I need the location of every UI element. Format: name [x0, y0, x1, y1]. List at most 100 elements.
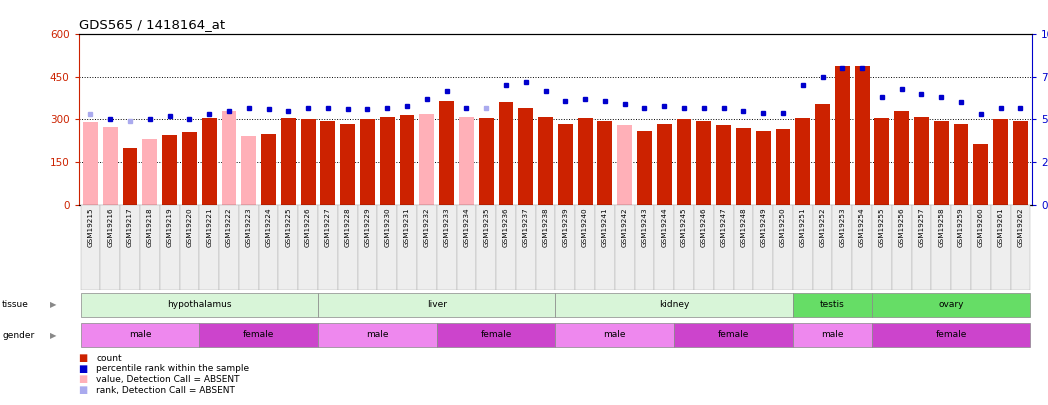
Bar [162, 135, 177, 205]
Text: GSM19219: GSM19219 [167, 207, 173, 247]
Bar [555, 205, 575, 290]
Text: GSM19217: GSM19217 [127, 207, 133, 247]
Text: ■: ■ [79, 375, 88, 384]
Text: rank, Detection Call = ABSENT: rank, Detection Call = ABSENT [96, 386, 236, 394]
Bar [301, 119, 315, 205]
Text: GSM19256: GSM19256 [899, 207, 904, 247]
Text: GSM19248: GSM19248 [740, 207, 746, 247]
Text: GSM19257: GSM19257 [918, 207, 924, 247]
Bar [754, 205, 773, 290]
Bar [1010, 205, 1030, 290]
Bar [143, 139, 157, 205]
Text: ▶: ▶ [50, 330, 57, 340]
Text: GSM19262: GSM19262 [1018, 207, 1024, 247]
Bar [793, 293, 872, 317]
Bar [538, 117, 553, 205]
Text: GSM19249: GSM19249 [760, 207, 766, 247]
Text: ▶: ▶ [50, 300, 57, 309]
Bar [990, 205, 1010, 290]
Bar [361, 119, 375, 205]
Text: GSM19228: GSM19228 [345, 207, 351, 247]
Bar [795, 118, 810, 205]
Bar [259, 205, 279, 290]
Bar [299, 205, 318, 290]
Bar [337, 205, 357, 290]
Text: count: count [96, 354, 122, 363]
Bar [496, 205, 516, 290]
Text: male: male [604, 330, 626, 339]
Bar [657, 124, 672, 205]
Bar [221, 111, 237, 205]
Text: gender: gender [2, 330, 35, 340]
Bar [654, 205, 674, 290]
Bar [202, 118, 217, 205]
Bar [855, 66, 870, 205]
Bar [892, 205, 912, 290]
Text: GSM19247: GSM19247 [721, 207, 726, 247]
Bar [536, 205, 555, 290]
Bar [872, 323, 1030, 347]
Bar [970, 205, 990, 290]
Bar [457, 205, 476, 290]
Text: tissue: tissue [2, 300, 29, 309]
Text: GSM19238: GSM19238 [543, 207, 548, 247]
Bar [852, 205, 872, 290]
Bar [577, 118, 592, 205]
Bar [499, 102, 514, 205]
Bar [123, 148, 137, 205]
Bar [397, 205, 417, 290]
Bar [912, 205, 932, 290]
Bar [199, 323, 318, 347]
Text: GSM19244: GSM19244 [661, 207, 668, 247]
Bar [321, 121, 335, 205]
Bar [934, 121, 948, 205]
Bar [81, 205, 101, 290]
Bar [954, 124, 968, 205]
Bar [103, 126, 117, 205]
Bar [439, 101, 454, 205]
Text: GSM19246: GSM19246 [701, 207, 706, 247]
Bar [318, 323, 437, 347]
Bar [558, 124, 573, 205]
Text: GSM19231: GSM19231 [405, 207, 410, 247]
Text: GSM19261: GSM19261 [998, 207, 1004, 247]
Bar [479, 118, 494, 205]
Bar [952, 205, 970, 290]
Bar [476, 205, 496, 290]
Bar [83, 122, 97, 205]
Bar [872, 205, 892, 290]
Bar [318, 205, 337, 290]
Text: GSM19222: GSM19222 [226, 207, 232, 247]
Bar [575, 205, 595, 290]
Bar [219, 205, 239, 290]
Text: GSM19223: GSM19223 [246, 207, 252, 247]
Text: GSM19259: GSM19259 [958, 207, 964, 247]
Bar [776, 130, 790, 205]
Text: GSM19253: GSM19253 [839, 207, 846, 247]
Bar [318, 293, 555, 317]
Bar [417, 205, 437, 290]
Bar [835, 66, 850, 205]
Text: GSM19240: GSM19240 [582, 207, 588, 247]
Bar [615, 205, 635, 290]
Bar [261, 134, 276, 205]
Text: GSM19220: GSM19220 [187, 207, 193, 247]
Bar [812, 205, 832, 290]
Bar [379, 117, 395, 205]
Bar [399, 115, 414, 205]
Bar [81, 323, 199, 347]
Bar [459, 117, 474, 205]
Text: GSM19232: GSM19232 [423, 207, 430, 247]
Bar [734, 205, 754, 290]
Bar [341, 124, 355, 205]
Bar [437, 323, 555, 347]
Bar [555, 323, 674, 347]
Bar [832, 205, 852, 290]
Text: female: female [243, 330, 275, 339]
Bar [694, 205, 714, 290]
Text: GSM19236: GSM19236 [503, 207, 509, 247]
Text: GSM19239: GSM19239 [563, 207, 568, 247]
Bar [140, 205, 159, 290]
Text: ■: ■ [79, 385, 88, 395]
Text: GSM19216: GSM19216 [107, 207, 113, 247]
